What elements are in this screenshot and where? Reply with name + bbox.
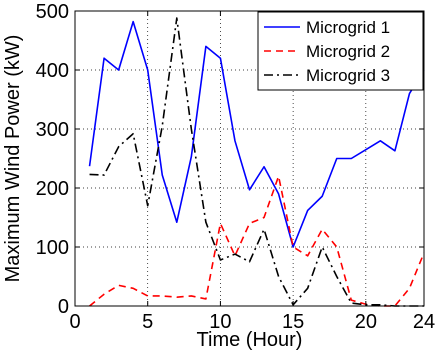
x-tick-label: 10 [209,311,231,333]
x-tick-label: 0 [69,311,80,333]
y-tick-label: 0 [58,296,69,318]
series-line-3 [89,17,424,307]
legend: Microgrid 1 Microgrid 2 Microgrid 3 [257,11,424,91]
x-axis-label: Time (Hour) [197,329,303,351]
legend-box [257,11,424,91]
x-tick-label: 20 [355,311,377,333]
x-tick-label: 24 [413,311,435,333]
series-line-1 [88,20,425,248]
plot-frame [74,10,425,307]
series-line-2 [89,175,425,307]
legend-label-1: Microgrid 1 [306,18,390,37]
y-tick-label: 500 [36,1,69,23]
axis-ticks: 0 5 10 15 20 24 0 100 200 300 400 500 [36,1,436,333]
legend-label-3: Microgrid 3 [306,66,390,85]
y-axis-label: Maximum Wind Power (kW) [2,35,24,283]
y-tick-label: 200 [36,178,69,200]
y-tick-label: 400 [36,60,69,82]
x-tick-label: 5 [142,311,153,333]
series-lines [88,17,425,307]
legend-label-2: Microgrid 2 [306,42,390,61]
x-tick-label: 15 [282,311,304,333]
y-tick-label: 300 [36,119,69,141]
y-tick-label: 100 [36,237,69,259]
